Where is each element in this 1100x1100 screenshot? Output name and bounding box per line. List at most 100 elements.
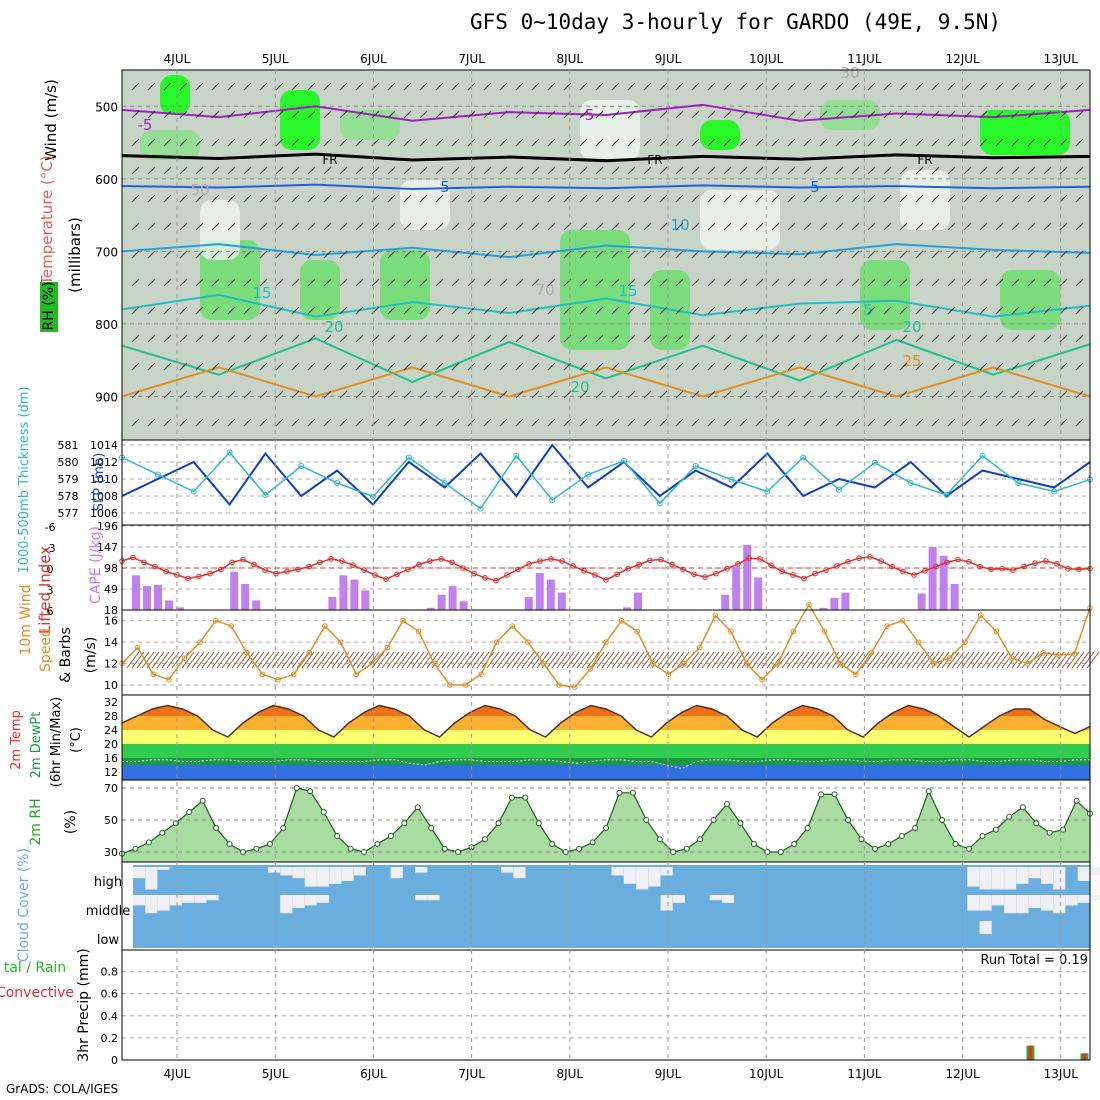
wind-barb [376, 651, 390, 669]
wind-barb [636, 651, 650, 669]
wind-barb [419, 362, 428, 371]
cape-bar [928, 547, 937, 610]
wind-barb [756, 651, 770, 669]
rh-point [307, 788, 314, 795]
wind-barb [547, 362, 556, 371]
wind-barb [611, 194, 620, 203]
wind-barb [499, 250, 508, 259]
wind-barb [547, 166, 556, 175]
wind-barb [371, 390, 380, 399]
li-point [790, 572, 796, 578]
wind-speed-point [603, 639, 609, 645]
wind-barb [1027, 278, 1036, 287]
wind-barb [851, 250, 860, 259]
wind-barb [1075, 138, 1084, 147]
wind-barb [346, 651, 360, 669]
contour-label: 10 [670, 216, 689, 234]
wind-barb [126, 651, 140, 669]
wind-barb [611, 306, 620, 315]
wind-barb [1027, 194, 1036, 203]
wind-barb [675, 222, 684, 231]
rh-point [1060, 826, 1067, 833]
wind-barb [501, 651, 515, 669]
wind-barb [131, 194, 140, 203]
rh-point [293, 785, 300, 791]
wind-speed-point [915, 639, 922, 645]
wind10-axis-label-2: Speed [38, 628, 54, 672]
wind-barb [595, 222, 604, 231]
rh-point [132, 845, 139, 852]
rh-point [818, 791, 825, 798]
wind-barb [691, 250, 700, 259]
wind-barb [787, 334, 796, 343]
wind-barb [547, 334, 556, 343]
wind-barb [323, 250, 332, 259]
wind-speed-point [774, 660, 781, 667]
wind-barb [195, 222, 204, 231]
wind-barb [163, 138, 172, 147]
wind-barb [339, 250, 348, 259]
wind-speed-point [540, 660, 547, 667]
wind-barb [499, 138, 508, 147]
wind-barb [243, 390, 252, 399]
wind-barb [281, 651, 295, 669]
wind-barb [883, 138, 892, 147]
wind-barb [899, 362, 908, 371]
wind-barb [963, 194, 972, 203]
wind-barb [755, 138, 764, 147]
wind-barb [387, 82, 396, 91]
wind-barb [755, 306, 764, 315]
wind-barb [241, 651, 255, 669]
wind-barb [179, 138, 188, 147]
wind-barb [307, 110, 316, 119]
li-point [856, 555, 862, 562]
slp-line [121, 443, 1091, 507]
wind-barb [515, 250, 524, 259]
li-point [306, 563, 312, 570]
li-point [1021, 563, 1027, 570]
wind-barb [419, 82, 428, 91]
wind-barb [1027, 82, 1036, 91]
wind-barb [675, 362, 684, 371]
wind-speed-point [618, 617, 625, 624]
cape-bar [743, 544, 752, 610]
wind-barb [723, 166, 732, 175]
wind-barb [221, 651, 235, 669]
wind-barb [867, 390, 876, 399]
wind-barb [851, 278, 860, 287]
cape-bar [634, 592, 642, 610]
cloud-bar-0 [390, 867, 403, 879]
wind-barb [499, 222, 508, 231]
wind-barb [883, 222, 892, 231]
li-point [735, 561, 741, 567]
li-point [614, 571, 620, 578]
wind-barb [163, 362, 172, 371]
wind-barb [579, 110, 588, 119]
wind-barb [867, 306, 876, 315]
wind-barb [835, 138, 844, 147]
wind-barb [691, 306, 700, 315]
wind-barb [467, 110, 476, 119]
thickness-point [477, 505, 484, 512]
cloud-bar-1 [991, 895, 1004, 906]
li-point [944, 559, 950, 566]
wind-barb [275, 138, 284, 147]
temp-line [121, 704, 1091, 738]
rh-tick: 70 [104, 782, 118, 795]
wind-barb [979, 334, 988, 343]
wind-barb [136, 651, 150, 669]
wind-barb [435, 222, 444, 231]
wind-barb [861, 651, 875, 669]
wind10-axis-label-4: (m/s) [83, 637, 99, 674]
rh-point [1073, 797, 1080, 804]
wind-speed-point [353, 671, 359, 678]
rh-patch [980, 110, 1070, 155]
thickness-line [121, 451, 1091, 510]
li-point [262, 567, 268, 573]
wind-barb [611, 390, 620, 399]
wind-speed-point [868, 650, 875, 656]
wind-barb [835, 166, 844, 175]
wind-barb [787, 222, 796, 231]
wind-barb [499, 362, 508, 371]
wind-barb [1021, 651, 1035, 669]
